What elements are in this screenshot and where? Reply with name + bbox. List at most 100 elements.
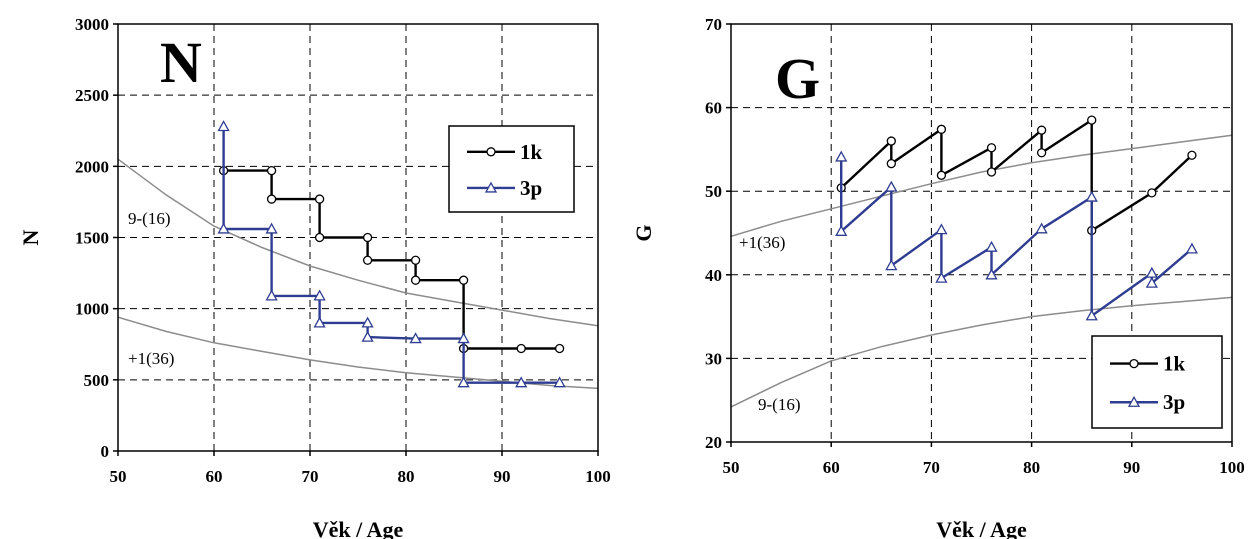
- plot-area-frame: [730, 23, 1233, 443]
- data-point-circle: [886, 158, 896, 169]
- legend-box: [448, 125, 575, 213]
- data-point-triangle: [1127, 395, 1141, 407]
- x-tick-label: 70: [302, 467, 319, 486]
- x-tick-label: 50: [110, 467, 127, 486]
- legend-entry-3p: 3p: [1110, 390, 1185, 414]
- series-3p: [217, 120, 566, 388]
- data-point-triangle: [313, 289, 326, 301]
- y-tick-label: 500: [84, 371, 110, 390]
- data-point-triangle: [835, 224, 848, 236]
- data-point-triangle: [935, 271, 948, 283]
- y-tick-label: 2500: [75, 86, 109, 105]
- data-point-triangle: [484, 181, 498, 193]
- reference-curve-label: +1(36): [739, 233, 785, 252]
- y-tick-label: 30: [705, 349, 722, 368]
- legend-label: 3p: [520, 176, 542, 200]
- data-point-circle: [266, 165, 277, 176]
- y-tick-label: 3000: [75, 15, 109, 34]
- data-point-triangle: [1085, 309, 1098, 321]
- x-tick-label: 90: [494, 467, 511, 486]
- legend-label: 1k: [1163, 352, 1186, 376]
- y-tick-label: 2000: [75, 157, 109, 176]
- x-tick-label: 100: [585, 467, 611, 486]
- data-point-circle: [410, 255, 421, 265]
- x-tick-label: 100: [1219, 458, 1245, 477]
- reference-curve: [117, 158, 599, 327]
- y-tick-label: 50: [705, 182, 722, 201]
- data-point-circle: [1036, 148, 1047, 158]
- data-point-circle: [1147, 188, 1157, 198]
- data-point-triangle: [1185, 242, 1199, 254]
- data-point-triangle: [361, 330, 374, 342]
- data-point-triangle: [835, 150, 848, 162]
- data-point-triangle: [457, 376, 470, 388]
- reference-curve: [730, 134, 1233, 238]
- chart-title: G: [775, 46, 820, 111]
- legend-entry-3p: 3p: [467, 176, 542, 200]
- y-tick-label: 1500: [75, 229, 109, 248]
- series-1k: [836, 115, 1197, 236]
- reference-curve: [730, 296, 1233, 408]
- data-point-triangle: [553, 376, 566, 388]
- legend-box: [1091, 335, 1223, 429]
- data-point-circle: [986, 167, 997, 177]
- data-point-triangle: [457, 332, 470, 344]
- data-point-circle: [986, 143, 997, 153]
- data-point-circle: [486, 147, 496, 157]
- x-tick-label: 90: [1123, 458, 1140, 477]
- data-point-triangle: [985, 240, 998, 252]
- x-tick-label: 60: [823, 458, 840, 477]
- y-axis-title: G: [631, 224, 656, 241]
- data-point-circle: [458, 275, 469, 285]
- data-point-circle: [314, 194, 325, 204]
- data-point-circle: [554, 343, 565, 354]
- data-point-circle: [266, 194, 277, 204]
- x-tick-label: 80: [1023, 458, 1040, 477]
- data-point-triangle: [1145, 266, 1158, 278]
- y-tick-label: 1000: [75, 300, 109, 319]
- data-point-circle: [1036, 125, 1047, 135]
- y-tick-label: 70: [705, 15, 722, 34]
- data-point-triangle: [1085, 190, 1098, 202]
- y-tick-label: 40: [705, 266, 722, 285]
- y-axis-title: N: [18, 229, 43, 245]
- x-tick-label: 70: [923, 458, 940, 477]
- y-tick-label: 60: [705, 99, 722, 118]
- data-point-triangle: [515, 376, 528, 388]
- series-3p: [835, 150, 1199, 321]
- legend-entry-1k: 1k: [467, 140, 543, 164]
- series-line: [840, 156, 1193, 317]
- y-tick-label: 20: [705, 433, 722, 452]
- data-point-circle: [1087, 115, 1097, 125]
- x-tick-label: 60: [206, 467, 223, 486]
- legend-entry-1k: 1k: [1110, 352, 1186, 376]
- legend: 1k 3p: [448, 125, 575, 213]
- data-point-triangle: [313, 316, 326, 328]
- x-tick-label: 50: [723, 458, 740, 477]
- data-point-triangle: [217, 120, 230, 132]
- data-point-triangle: [885, 259, 898, 271]
- data-point-triangle: [265, 222, 278, 234]
- x-axis-title: Věk / Age: [313, 517, 404, 539]
- reference-curve-label: 9-(16): [128, 209, 170, 228]
- x-axis-title: Věk / Age: [936, 517, 1027, 539]
- data-point-circle: [936, 124, 947, 134]
- data-point-circle: [410, 275, 421, 285]
- data-point-circle: [314, 232, 325, 243]
- series-line: [840, 118, 1193, 232]
- data-point-circle: [516, 343, 526, 354]
- reference-curve-label: +1(36): [128, 349, 174, 368]
- legend-label: 1k: [520, 140, 543, 164]
- data-point-circle: [1129, 358, 1139, 369]
- data-point-triangle: [935, 223, 948, 235]
- data-point-circle: [886, 136, 896, 146]
- legend-label: 3p: [1163, 390, 1185, 414]
- chart-title: N: [160, 30, 202, 95]
- legend: 1k 3p: [1091, 335, 1223, 429]
- data-point-triangle: [1145, 276, 1158, 288]
- data-point-triangle: [265, 289, 278, 301]
- data-point-circle: [362, 232, 373, 243]
- data-point-triangle: [409, 332, 422, 344]
- data-point-triangle: [985, 268, 998, 280]
